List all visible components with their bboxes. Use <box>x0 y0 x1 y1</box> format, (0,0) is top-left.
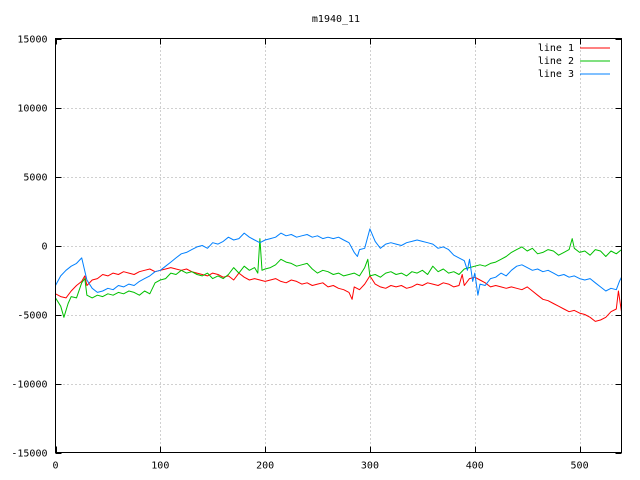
grid <box>55 38 622 453</box>
x-tick-label: 100 <box>151 461 169 472</box>
y-tick-label: -5000 <box>17 311 47 322</box>
y-tick-label: 0 <box>41 242 47 253</box>
x-tick-label: 400 <box>466 461 484 472</box>
axis-ticks <box>55 38 622 454</box>
series-lines <box>55 228 622 322</box>
x-tick-label: 0 <box>52 461 58 472</box>
y-tick-label: 5000 <box>23 173 47 184</box>
y-tick-label: -15000 <box>11 449 47 460</box>
x-tick-label: 500 <box>571 461 589 472</box>
series-line-3 <box>55 228 622 296</box>
chart-title: m1940_11 <box>312 14 360 25</box>
x-tick-label: 300 <box>361 461 379 472</box>
y-tick-label: 10000 <box>17 104 47 115</box>
legend-label: line 2 <box>538 56 574 67</box>
y-tick-label: -10000 <box>11 380 47 391</box>
legend: line 1 line 2 line 3 <box>538 43 610 80</box>
y-tick-label: 15000 <box>17 35 47 46</box>
plot-frame <box>55 38 622 453</box>
x-tick-label: 200 <box>256 461 274 472</box>
legend-label: line 3 <box>538 69 574 80</box>
series-line-1 <box>55 267 622 322</box>
series-line-2 <box>55 238 622 318</box>
legend-label: line 1 <box>538 43 574 54</box>
